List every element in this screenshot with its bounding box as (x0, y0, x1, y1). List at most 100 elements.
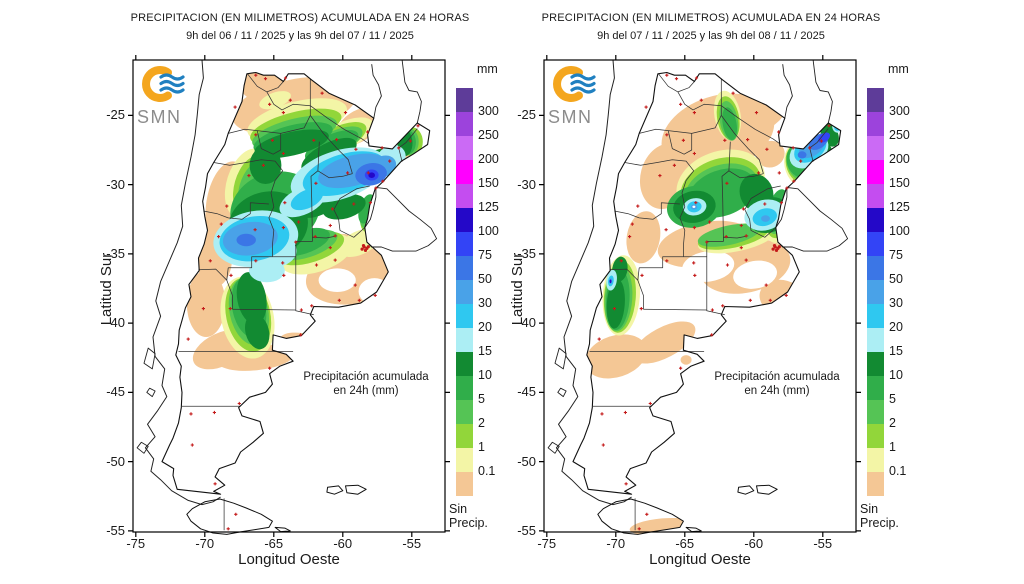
map-annotation: Precipitación acumulada en 24h (mm) (303, 371, 429, 397)
lon-tick-label: -55 (813, 536, 833, 551)
legend-value: 200 (889, 152, 910, 166)
neighbor-border (812, 59, 833, 124)
legend-band (456, 304, 473, 328)
province-border (643, 308, 707, 311)
legend-band (456, 376, 473, 400)
legend-band (867, 160, 884, 184)
legend-band (456, 400, 473, 424)
legend-value: 125 (889, 200, 910, 214)
smn-logo-icon (142, 66, 185, 102)
province-border (310, 105, 370, 145)
legend-band (867, 352, 884, 376)
legend-colorbar (456, 88, 473, 496)
argentina-border (161, 71, 431, 495)
lat-tick-label: -40 (106, 315, 125, 331)
map-title: PRECIPITACION (EN MILIMETROS) ACUMULADA … (130, 12, 470, 24)
lat-tick-label: -40 (517, 315, 536, 331)
station-cluster-buenos-aires (360, 244, 370, 252)
tierra-del-fuego (597, 498, 684, 535)
legend-value: 0.1 (478, 464, 496, 478)
legend-value: 1 (478, 440, 485, 454)
lat-tick-label: -45 (106, 384, 125, 400)
legend-band (456, 112, 473, 136)
lat-tick-label: -55 (106, 522, 125, 538)
x-axis-label: Longitud Oeste (238, 551, 340, 568)
province-border (228, 256, 273, 269)
legend-value: 0.1 (889, 464, 907, 478)
province-border (639, 115, 722, 134)
legend-value: 50 (889, 272, 903, 286)
smn-logo: SMN (137, 64, 199, 128)
legend-band (456, 88, 473, 112)
province-border (721, 105, 781, 145)
tierra-del-fuego (186, 498, 273, 535)
island (557, 387, 567, 398)
malvinas-islands (345, 484, 367, 495)
province-border (317, 141, 320, 171)
legend-value: 100 (478, 224, 499, 238)
map-frame (132, 59, 446, 533)
smn-logo-icon (553, 66, 596, 102)
neighbor-border (401, 59, 422, 124)
legend-no-precip: Sin Precip. (860, 502, 899, 530)
station-markers (597, 73, 831, 531)
province-border (213, 159, 284, 257)
legend-band (456, 352, 473, 376)
legend-value: 5 (478, 392, 485, 406)
lat-tick-label: -55 (517, 522, 536, 538)
legend-band (456, 448, 473, 472)
legend-value: 5 (889, 392, 896, 406)
axis-ticks (539, 55, 861, 537)
legend-value: 200 (478, 152, 499, 166)
legend-band (456, 136, 473, 160)
legend-unit: mm (477, 62, 498, 76)
lon-tick-label: -65 (675, 536, 695, 551)
malvinas-islands (326, 485, 344, 495)
station-cluster-buenos-aires (771, 244, 781, 252)
province-border (295, 256, 314, 316)
lon-tick-label: -55 (402, 536, 422, 551)
lat-tick-label: -45 (517, 384, 536, 400)
legend-value: 15 (889, 344, 903, 358)
legend-value: 100 (889, 224, 910, 238)
legend-unit: mm (888, 62, 909, 76)
legend-value: 15 (478, 344, 492, 358)
province-border (256, 130, 282, 155)
province-border (637, 280, 644, 310)
legend-band (867, 232, 884, 256)
legend-band (867, 376, 884, 400)
chile-coastline (144, 59, 221, 506)
lat-tick-label: -30 (106, 176, 125, 192)
chile-coastline (555, 59, 632, 506)
province-border (228, 115, 311, 134)
lon-tick-label: -70 (606, 536, 626, 551)
lon-tick-label: -65 (264, 536, 284, 551)
legend-band (456, 328, 473, 352)
legend-value: 20 (478, 320, 492, 334)
smn-logo-text: SMN (548, 107, 593, 127)
uruguay-border (364, 186, 438, 252)
province-border (333, 185, 370, 238)
lat-tick-label: -25 (106, 107, 125, 123)
legend-no-precip: Sin Precip. (449, 502, 488, 530)
province-border (266, 91, 311, 111)
malvinas-islands (756, 484, 778, 495)
legend-band (456, 256, 473, 280)
legend-value: 2 (889, 416, 896, 430)
island (136, 441, 149, 454)
legend-value: 300 (889, 104, 910, 118)
legend-value: 30 (889, 296, 903, 310)
precipitation-map (128, 55, 450, 537)
legend-value: 125 (478, 200, 499, 214)
smn-logo-text: SMN (137, 107, 182, 127)
map-title: PRECIPITACION (EN MILIMETROS) ACUMULADA … (541, 12, 881, 24)
lon-tick-label: -60 (333, 536, 353, 551)
isla-de-los-estados (685, 526, 702, 533)
legend-colorbar (867, 88, 884, 496)
lon-tick-label: -70 (195, 536, 215, 551)
legend-value: 150 (889, 176, 910, 190)
legend-value: 20 (889, 320, 903, 334)
precip-fields (186, 72, 423, 371)
province-border (744, 185, 781, 238)
legend-value: 50 (478, 272, 492, 286)
